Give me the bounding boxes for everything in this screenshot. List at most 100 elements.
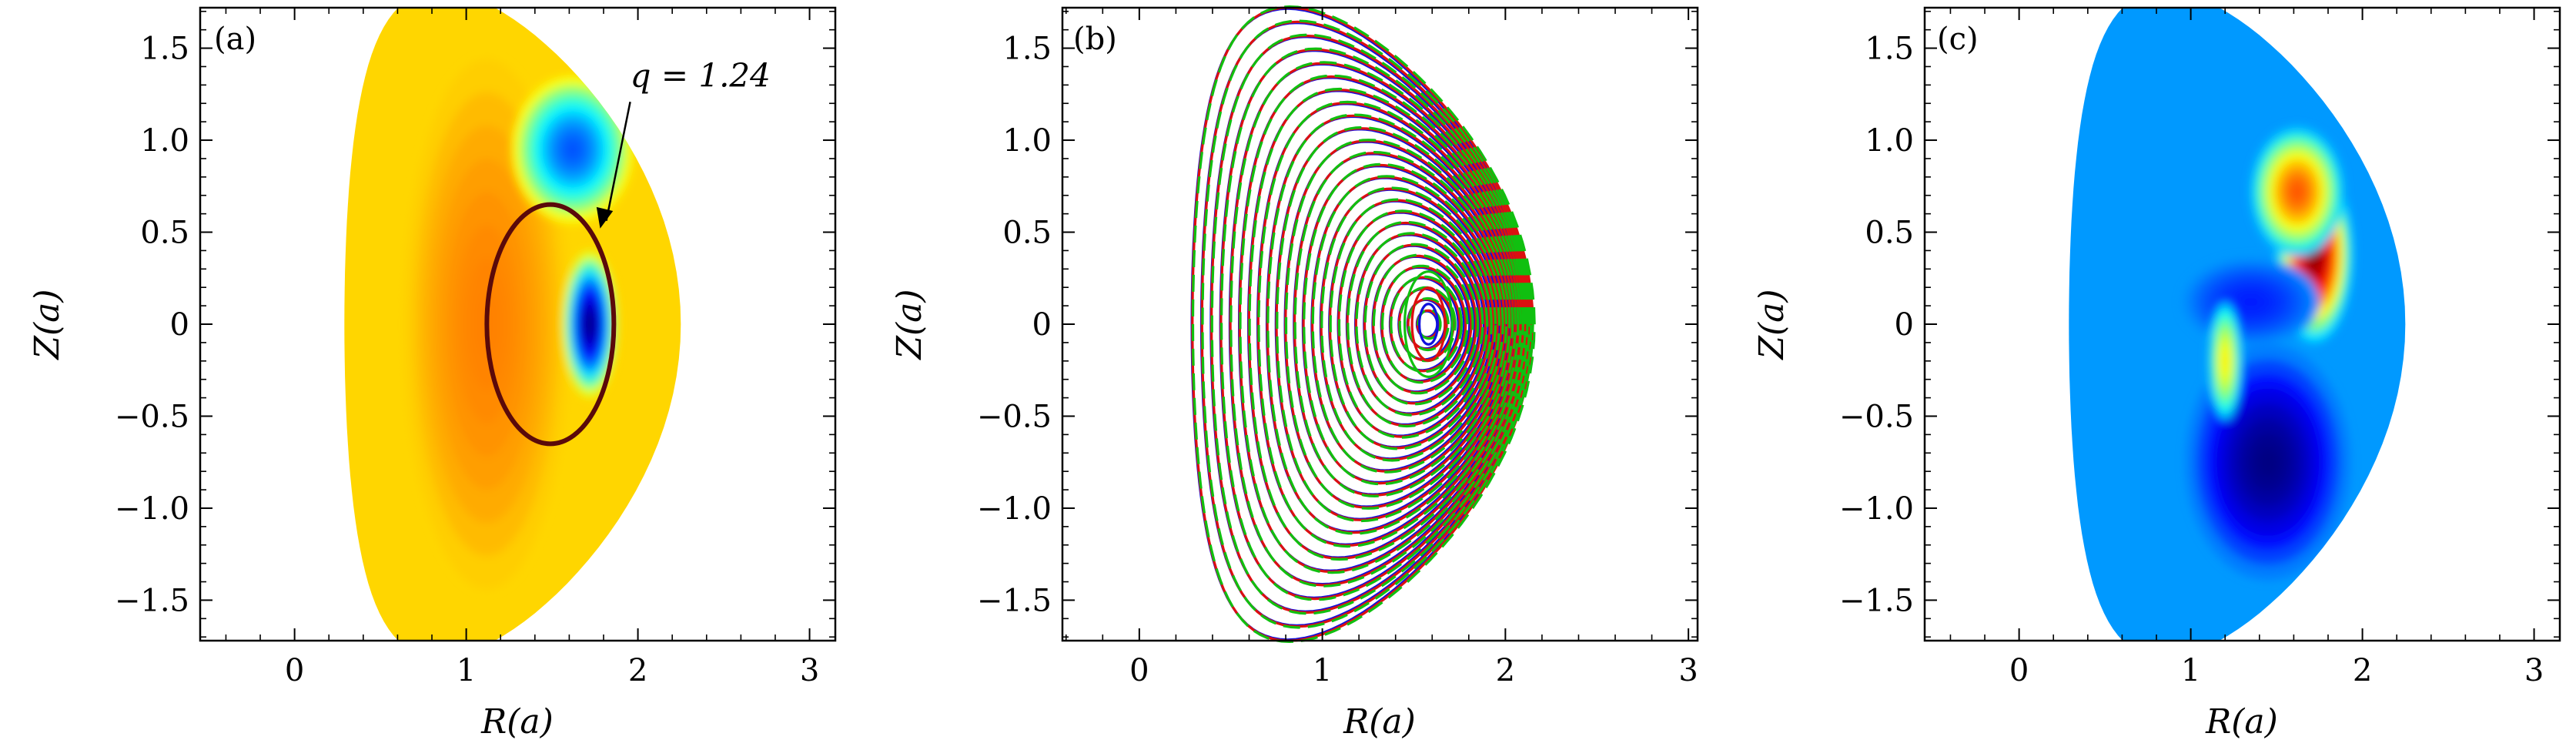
panel-a-ytick-label: 0: [170, 307, 189, 343]
panel-b-flux-surface: [1293, 150, 1511, 498]
panel-b-ytick-label: −1.0: [977, 491, 1052, 527]
panel-b-ytick-label: −0.5: [977, 399, 1052, 434]
panel-b-flux-surface: [1191, 5, 1536, 644]
panel-b-flux-surface: [1266, 114, 1518, 534]
panel-a-ytick-label: −1.5: [115, 583, 189, 618]
panel-a-xtick-label: 0: [285, 653, 304, 688]
panel-b-flux-surface: [1201, 19, 1534, 629]
panel-b-ytick-label: −1.5: [977, 583, 1052, 618]
panel-b-flux-surface: [1347, 220, 1489, 428]
panel-b-xtick-label: 2: [1496, 653, 1515, 688]
panel-b-flux-surface: [1284, 139, 1514, 510]
panel-c-ytick-label: 0.5: [1865, 216, 1914, 251]
panel-b-flux-surface: [1303, 162, 1508, 486]
panel-c-ticks: 0 1 2 3 −1.5 −1.0 −0.5 0 0.5 1.0 1.5: [1839, 8, 2560, 688]
panel-b-flux-surface: [1310, 176, 1503, 473]
panel-c-blob-3: [2242, 296, 2260, 308]
panel-b-flux-surface: [1266, 113, 1520, 535]
panel-b-ticks: 0 1 2 3 −1.5 −1.0 −0.5 0 0.5 1.0 1.5: [977, 8, 1698, 688]
panel-b-flux-surface: [1380, 264, 1469, 384]
panel-b-flux-surface: [1355, 232, 1484, 417]
panel-c-ytick-label: 1.0: [1865, 123, 1914, 159]
panel-b-flux-surface: [1363, 243, 1478, 405]
panel-b-flux-surface: [1320, 186, 1501, 462]
panel-b-ytick-label: 1.5: [1002, 32, 1052, 67]
panel-c-blob-4: [2223, 353, 2227, 369]
panel-c-blob-1: [2291, 183, 2303, 200]
panel-b-flux-surface: [1372, 253, 1474, 395]
panel-b: (b) 0 1 2 3 −1.5 −1.0 −0.5 0 0.5 1.0 1.5 R(a) Z(a): [890, 5, 1699, 742]
panel-a-xtick-label: 1: [457, 653, 476, 688]
panel-b-label: (b): [1073, 22, 1117, 57]
panel-b-flux-surface: [1407, 296, 1450, 352]
panel-b-flux-surface: [1239, 74, 1527, 574]
panel-a-plot-area: [344, 8, 681, 641]
panel-b-xtick-label: 0: [1129, 653, 1149, 688]
panel-c-xtick-label: 2: [2353, 653, 2372, 688]
panel-b-flux-surface: [1407, 297, 1448, 351]
panel-b-flux-surface: [1329, 198, 1497, 450]
panel-a-blob-3: [565, 140, 580, 159]
panel-b-core-surface: [1410, 286, 1447, 362]
panel-a-annotation-text: q = 1.24: [631, 56, 771, 94]
panel-b-xtick-label: 1: [1313, 653, 1332, 688]
panel-c-blobs: [2182, 126, 2354, 581]
panel-c-xtick-label: 0: [2009, 653, 2029, 688]
panel-b-ytick-label: 0.5: [1002, 216, 1052, 251]
panel-b-flux-surface: [1311, 175, 1504, 474]
panel-c-xlabel: R(a): [2205, 702, 2278, 742]
panel-b-flux-surface: [1219, 47, 1531, 601]
panel-a-ytick-label: −1.0: [115, 491, 189, 527]
panel-a-ylabel: Z(a): [28, 289, 67, 360]
panel-b-flux-surface: [1337, 209, 1493, 439]
panel-b-flux-surface: [1363, 243, 1480, 406]
panel-b-plot-area: [1190, 5, 1536, 644]
panel-c-xtick-label: 1: [2181, 653, 2200, 688]
panel-b-core-surface: [1418, 303, 1439, 346]
panel-b-flux-surface: [1248, 87, 1524, 561]
panel-a-ytick-label: 0.5: [140, 216, 189, 251]
panel-a-ytick-label: 1.5: [140, 32, 189, 67]
panel-b-ylabel: Z(a): [890, 289, 929, 360]
panel-b-flux-surface: [1390, 275, 1464, 373]
panel-b-flux-surface: [1398, 286, 1457, 363]
panel-b-flux-surface: [1210, 33, 1533, 615]
panel-c-blob-2: [2257, 447, 2279, 477]
panel-a-ticks: 0 1 2 3 −1.5 −1.0 −0.5 0 0.5 1.0 1.5: [115, 8, 835, 688]
panel-a-colormap: [344, 8, 681, 641]
panel-c-xtick-label: 3: [2524, 653, 2544, 688]
panel-c-ytick-label: 0: [1895, 307, 1914, 343]
panel-a-xtick-label: 3: [800, 653, 819, 688]
panel-c: (c) 0 1 2 3 −1.5 −1.0 −0.5 0 0.5 1.0 1.5 R(a) Z(a): [1752, 6, 2561, 742]
panel-b-flux-surface: [1354, 233, 1483, 416]
panel-c-ytick-label: 1.5: [1865, 32, 1914, 67]
panel-c-ytick-label: −1.0: [1839, 491, 1914, 527]
panel-b-flux-surface: [1229, 62, 1527, 587]
panel-a-ytick-label: −0.5: [115, 399, 189, 434]
panel-b-ytick-label: 1.0: [1002, 123, 1052, 159]
panel-c-ytick-label: −1.5: [1839, 583, 1914, 618]
panel-a-annotation-arrowhead: [596, 206, 614, 229]
panel-c-ylabel: Z(a): [1752, 289, 1791, 360]
panel-a: (a) q = 1.24 0 1 2 3−1.5−1.0−0.500.51.01.5 …: [28, 6, 837, 742]
panel-a-q-contour: [484, 202, 617, 447]
panel-c-label: (c): [1937, 22, 1979, 57]
panel-b-flux-surface: [1257, 100, 1522, 548]
panel-c-plot-area: [2069, 8, 2406, 641]
panel-b-frame: [1061, 6, 1699, 642]
panel-a-blob-2: [586, 315, 594, 333]
panel-b-xlabel: R(a): [1343, 702, 1416, 742]
panel-b-flux-surface: [1256, 101, 1521, 547]
panel-a-annotation-arrow: [605, 102, 631, 221]
panel-a-xtick-label: 2: [628, 653, 647, 688]
panel-b-flux-surface: [1302, 163, 1507, 485]
panel-a-xlabel: R(a): [480, 702, 554, 742]
panel-a-label: (a): [214, 22, 256, 57]
panel-c-ytick-label: −0.5: [1839, 399, 1914, 434]
panel-b-core-surface: [1403, 270, 1454, 378]
panel-b-ytick-label: 0: [1032, 307, 1052, 343]
panel-b-flux-surface: [1276, 126, 1517, 523]
panel-b-xtick-label: 3: [1678, 653, 1698, 688]
panel-c-colormap: [2069, 8, 2406, 641]
